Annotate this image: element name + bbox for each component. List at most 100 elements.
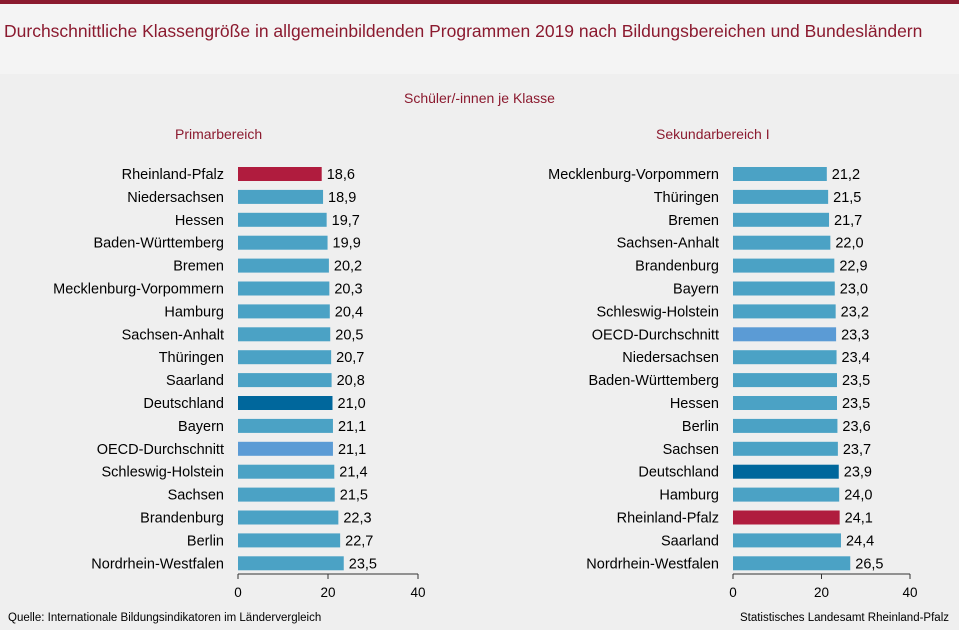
value-label: 20,8	[337, 373, 365, 389]
category-label: Mecklenburg-Vorpommern	[53, 282, 224, 298]
bar	[733, 396, 837, 410]
unit-subtitle: Schüler/-innen je Klasse	[404, 90, 555, 106]
bar	[238, 510, 339, 525]
panel-title-primarbereich: Primarbereich	[175, 126, 263, 142]
category-label: Bayern	[673, 282, 719, 298]
bar	[733, 464, 839, 479]
category-label: Deutschland	[143, 396, 224, 412]
bar	[733, 487, 840, 502]
x-tick-label: 20	[320, 585, 335, 600]
category-label: Brandenburg	[140, 511, 224, 527]
category-label: Nordrhein-Westfalen	[91, 556, 224, 572]
category-label: Schleswig-Holstein	[102, 465, 225, 481]
bar	[238, 327, 331, 342]
category-label: Thüringen	[654, 190, 719, 206]
bar	[733, 235, 831, 250]
bar	[238, 373, 332, 388]
value-label: 23,0	[840, 282, 868, 298]
value-label: 23,3	[841, 327, 869, 343]
panel-title-sekundarbereich: Sekundarbereich I	[656, 126, 770, 142]
bar	[733, 167, 827, 181]
category-label: Rheinland-Pfalz	[617, 511, 719, 527]
value-label: 21,5	[340, 488, 368, 504]
category-label: Sachsen-Anhalt	[617, 236, 719, 252]
category-label: Hamburg	[164, 304, 224, 320]
value-label: 23,5	[842, 396, 870, 412]
bar	[733, 533, 841, 548]
bar	[733, 327, 837, 342]
category-label: Hessen	[670, 396, 719, 412]
value-label: 24,4	[846, 533, 874, 549]
value-label: 19,9	[333, 236, 361, 252]
x-tick-label: 40	[410, 585, 425, 600]
category-label: Sachsen	[168, 488, 224, 504]
bar	[238, 167, 322, 181]
bar	[238, 212, 327, 227]
bar	[733, 350, 837, 365]
category-label: OECD-Durchschnitt	[592, 327, 719, 343]
bar	[238, 464, 335, 479]
category-label: Hessen	[175, 213, 224, 229]
category-label: Berlin	[682, 419, 719, 435]
bar	[733, 212, 830, 227]
x-tick-label: 0	[729, 585, 737, 600]
category-label: Sachsen	[663, 442, 719, 458]
category-label: Saarland	[166, 373, 224, 389]
bar	[733, 441, 838, 456]
value-label: 18,9	[328, 190, 356, 206]
category-label: OECD-Durchschnitt	[97, 442, 224, 458]
value-label: 22,7	[345, 533, 373, 549]
value-label: 21,1	[338, 442, 366, 458]
category-label: Hamburg	[659, 488, 719, 504]
category-label: Baden-Württemberg	[588, 373, 719, 389]
category-label: Brandenburg	[635, 259, 719, 275]
bar	[733, 556, 851, 571]
bar	[733, 510, 840, 525]
value-label: 24,0	[844, 488, 872, 504]
value-label: 26,5	[855, 556, 883, 572]
value-label: 23,4	[842, 350, 870, 366]
bar	[733, 189, 829, 204]
value-label: 23,7	[843, 442, 871, 458]
value-label: 23,2	[841, 304, 869, 320]
value-label: 18,6	[327, 167, 355, 183]
value-label: 21,7	[834, 213, 862, 229]
chart-title: Durchschnittliche Klassengröße in allgem…	[4, 21, 923, 41]
bar	[238, 189, 324, 204]
value-label: 20,4	[335, 304, 363, 320]
category-label: Bayern	[178, 419, 224, 435]
value-label: 24,1	[845, 511, 873, 527]
x-tick-label: 40	[902, 585, 917, 600]
value-label: 20,2	[334, 259, 362, 275]
bar	[238, 281, 330, 296]
value-label: 21,0	[338, 396, 366, 412]
bar	[238, 418, 333, 433]
category-label: Nordrhein-Westfalen	[586, 556, 719, 572]
category-label: Deutschland	[638, 465, 719, 481]
value-label: 20,3	[334, 282, 362, 298]
value-label: 22,0	[835, 236, 863, 252]
bar	[238, 533, 341, 548]
value-label: 23,5	[842, 373, 870, 389]
category-label: Niedersachsen	[127, 190, 224, 206]
top-rule	[0, 0, 959, 4]
x-tick-label: 20	[814, 585, 829, 600]
bar	[238, 350, 332, 365]
category-label: Sachsen-Anhalt	[122, 327, 224, 343]
bar	[238, 396, 333, 410]
value-label: 22,9	[839, 259, 867, 275]
value-label: 20,7	[336, 350, 364, 366]
category-label: Bremen	[173, 259, 224, 275]
category-label: Rheinland-Pfalz	[122, 167, 224, 183]
category-label: Berlin	[187, 533, 224, 549]
value-label: 23,6	[842, 419, 870, 435]
value-label: 23,5	[349, 556, 377, 572]
bar	[238, 487, 335, 502]
footer-source: Quelle: Internationale Bildungsindikator…	[8, 612, 322, 624]
category-label: Bremen	[668, 213, 719, 229]
value-label: 22,3	[343, 511, 371, 527]
bar	[733, 418, 838, 433]
bar	[238, 441, 333, 456]
bar	[733, 373, 837, 388]
